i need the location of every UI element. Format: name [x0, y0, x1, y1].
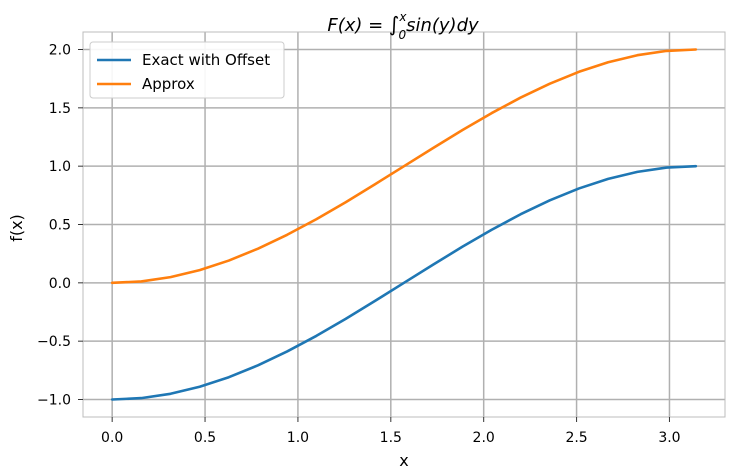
- title-upper-limit: x: [398, 10, 407, 24]
- x-tick-label: 0.5: [194, 430, 216, 446]
- tick-labels: 0.0 0.5 1.0 1.5 2.0 2.5 3.0 −1.0 −0.5 0.0 0.5 1.0 1.…: [37, 43, 681, 447]
- x-axis-label: x: [399, 451, 408, 470]
- legend-label-exact: Exact with Offset: [142, 51, 270, 69]
- y-tick-label: −1.0: [37, 393, 71, 409]
- x-tick-label: 1.0: [287, 430, 309, 446]
- legend: Exact with Offset Approx: [89, 41, 285, 99]
- legend-label-approx: Approx: [142, 75, 195, 93]
- y-axis-label: f(x): [7, 214, 26, 242]
- chart-title: F(x) = ∫x 0sin(y)dy: [327, 10, 479, 42]
- title-rhs: sin(y)dy: [406, 15, 479, 36]
- x-tick-label: 2.0: [473, 430, 495, 446]
- y-tick-label: −0.5: [37, 334, 71, 350]
- series-line-exact-with-offset: [110, 164, 698, 401]
- y-tick-label: 2.0: [49, 43, 71, 59]
- series-line-approx: [110, 48, 698, 285]
- y-tick-label: 1.5: [49, 101, 71, 117]
- x-tick-label: 2.5: [565, 430, 587, 446]
- series-lines: [110, 48, 698, 401]
- title-lhs: F(x) =: [327, 15, 389, 36]
- y-tick-label: 0.0: [49, 276, 71, 292]
- x-tick-label: 3.0: [658, 430, 680, 446]
- legend-box: [89, 41, 285, 99]
- title-lower-limit: 0: [398, 28, 406, 42]
- y-tick-label: 1.0: [49, 159, 71, 175]
- x-tick-label: 1.5: [380, 430, 402, 446]
- title-integral: ∫: [389, 12, 399, 36]
- x-tick-label: 0.0: [101, 430, 123, 446]
- y-tick-label: 0.5: [49, 218, 71, 234]
